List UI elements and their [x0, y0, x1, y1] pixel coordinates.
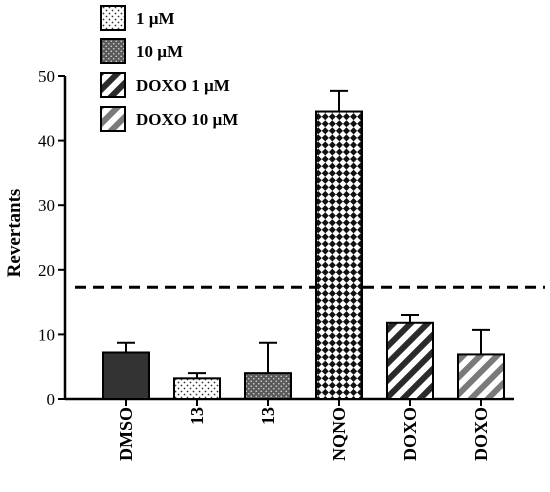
bar-nqno: [315, 110, 363, 400]
y-axis-label: Revertants: [4, 189, 25, 278]
x-tick-labels: DMSO 13 13 NQNO DOXO DOXO: [116, 399, 491, 461]
y-tick-label: 10: [38, 325, 55, 344]
bar-doxo: [457, 353, 505, 400]
x-tick-label: 13: [187, 407, 207, 425]
legend-label: 10 µM: [136, 42, 183, 61]
y-tick-label: 0: [47, 390, 56, 409]
bar-dmso: [102, 351, 150, 401]
legend-swatch: [100, 72, 126, 98]
x-tick-label: NQNO: [329, 407, 349, 461]
x-tick-label: DOXO: [400, 407, 420, 461]
legend-label: 1 µM: [136, 9, 175, 28]
bar-doxo: [386, 321, 434, 400]
x-tick-label: 13: [258, 407, 278, 425]
legend-label: DOXO 10 µM: [136, 110, 238, 129]
legend-swatch: [100, 5, 126, 31]
bar-13: [244, 372, 292, 401]
legend-label: DOXO 1 µM: [136, 76, 230, 95]
y-tick-label: 40: [38, 132, 55, 151]
legend: 1 µM 10 µM DOXO 1 µM DOXO 10 µM: [100, 5, 238, 132]
bar-13: [173, 377, 221, 401]
legend-swatch: [100, 106, 126, 132]
x-tick-label: DOXO: [471, 407, 491, 461]
legend-swatch: [100, 38, 126, 64]
y-tick-label: 20: [38, 261, 55, 280]
y-tick-label: 50: [38, 67, 55, 86]
y-tick-label: 30: [38, 196, 55, 215]
bars: [102, 89, 505, 401]
x-tick-label: DMSO: [116, 407, 136, 461]
